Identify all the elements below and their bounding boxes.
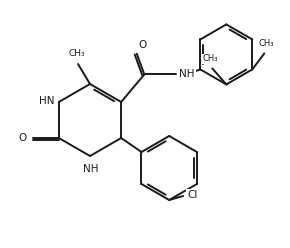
Text: NH: NH — [179, 69, 195, 79]
Text: CH₃: CH₃ — [69, 49, 85, 58]
Text: NH: NH — [83, 164, 99, 174]
Text: CH₃: CH₃ — [259, 39, 274, 48]
Text: O: O — [19, 133, 27, 143]
Text: CH₃: CH₃ — [203, 54, 218, 63]
Text: O: O — [139, 40, 147, 50]
Text: HN: HN — [39, 96, 55, 106]
Text: Cl: Cl — [187, 190, 197, 200]
